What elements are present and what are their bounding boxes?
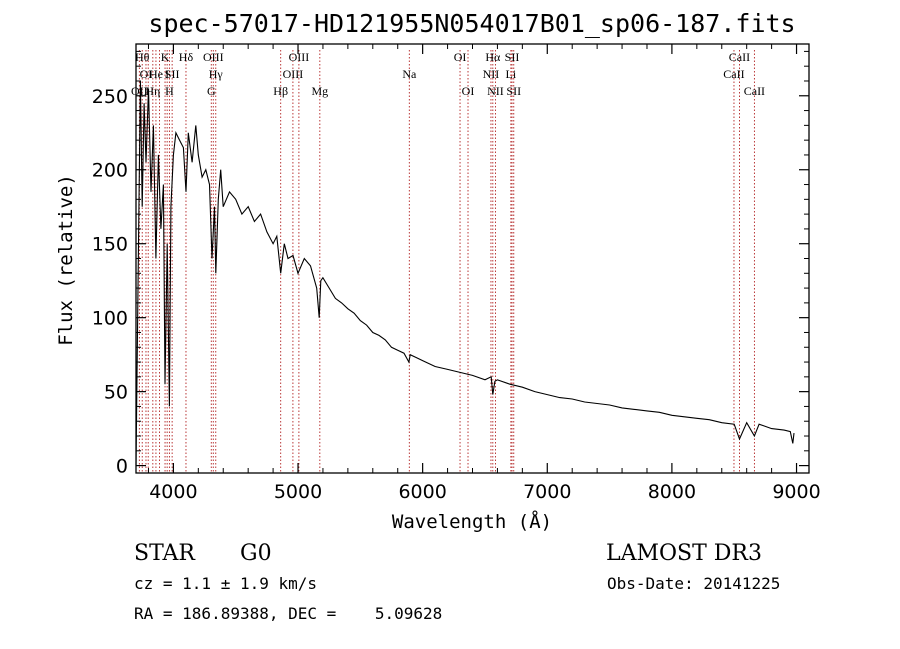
spectral-line-markers <box>138 50 755 473</box>
spectral-line-label: SII <box>165 67 180 81</box>
spectral-line-label: CaII <box>744 84 765 98</box>
spectral-line-label: SII <box>506 84 521 98</box>
spectral-line-label: OIII <box>289 50 310 64</box>
spectral-line-label: OII <box>131 84 148 98</box>
y-tick-label: 0 <box>116 456 128 478</box>
spectral-line-label: Hβ <box>273 84 288 98</box>
x-tick-label: 8000 <box>648 481 696 503</box>
spectral-line-label: Hθ <box>135 50 150 64</box>
y-axis-label: Flux (relative) <box>55 174 77 346</box>
x-tick-label: 5000 <box>274 481 322 503</box>
spectral-line-label: CaII <box>723 67 744 81</box>
redshift-cz: cz = 1.1 ± 1.9 km/s <box>134 574 317 593</box>
spectral-line-label: Hγ <box>209 67 224 81</box>
spectral-line-label: OI <box>454 50 467 64</box>
spectral-line-label: NII <box>483 67 500 81</box>
x-tick-label: 7000 <box>523 481 571 503</box>
spectral-line-label: G <box>207 84 216 98</box>
object-subclass: G0 <box>240 541 272 566</box>
x-axis-label: Wavelength (Å) <box>392 510 552 533</box>
spectral-line-label: OIII <box>203 50 224 64</box>
survey-name: LAMOST DR3 <box>606 541 762 566</box>
object-class: STAR <box>134 541 196 566</box>
spectral-line-labels: OII Hθ OI Hη He KIH SII Hδ OIII G Hγ Hβ OIII OIII Mg Na… <box>131 50 765 98</box>
y-tick-label: 100 <box>92 308 128 330</box>
spectral-line-label: I <box>165 67 169 81</box>
spectral-line-label: OIII <box>283 67 304 81</box>
x-tick-label: 6000 <box>398 481 446 503</box>
spectrum-series-line <box>135 80 795 466</box>
spectral-line-label: SII <box>505 50 520 64</box>
x-tick-label: 9000 <box>772 481 820 503</box>
spectral-line-label: He <box>149 67 163 81</box>
coordinates: RA = 186.89388, DEC = 5.09628 <box>134 604 442 623</box>
y-tick-label: 250 <box>92 86 128 108</box>
x-tick-label: 4000 <box>149 481 197 503</box>
y-tick-label: 50 <box>104 382 128 404</box>
spectral-line-label: OI <box>140 67 153 81</box>
spectral-line-label: K <box>161 50 170 64</box>
spectral-line-label: Mg <box>311 84 328 98</box>
spectral-line-label: OI <box>462 84 475 98</box>
spectral-line-label: Li <box>506 67 517 81</box>
x-axis-ticks: 4000 5000 6000 7000 8000 9000 <box>147 44 821 503</box>
y-tick-label: 200 <box>92 160 128 182</box>
spectral-line-label: H <box>165 84 174 98</box>
spectral-line-label: NII <box>487 84 504 98</box>
chart-title: spec-57017-HD121955N054017B01_sp06-187.f… <box>148 9 795 38</box>
spectral-line-label: Hδ <box>179 50 194 64</box>
spectral-line-label: Hα <box>485 50 501 64</box>
spectral-line-label: Na <box>402 67 417 81</box>
y-tick-label: 150 <box>92 234 128 256</box>
observation-date: Obs-Date: 20141225 <box>607 574 780 593</box>
spectral-line-label: Hη <box>145 84 160 98</box>
spectral-line-label: CaII <box>729 50 750 64</box>
y-axis-ticks: 0 50 100 150 200 250 <box>92 50 809 478</box>
